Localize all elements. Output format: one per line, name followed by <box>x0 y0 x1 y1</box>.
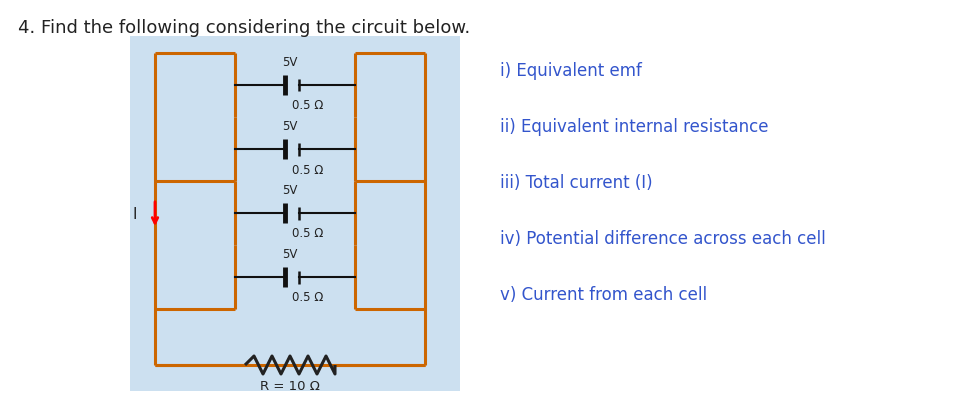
Text: iv) Potential difference across each cell: iv) Potential difference across each cel… <box>500 230 826 247</box>
Text: 0.5 Ω: 0.5 Ω <box>292 291 324 304</box>
Text: 0.5 Ω: 0.5 Ω <box>292 99 324 112</box>
Text: i) Equivalent emf: i) Equivalent emf <box>500 62 642 80</box>
Text: 0.5 Ω: 0.5 Ω <box>292 163 324 176</box>
Text: R = 10 Ω: R = 10 Ω <box>260 379 320 392</box>
Text: I: I <box>133 207 137 222</box>
Text: 4. Find the following considering the circuit below.: 4. Find the following considering the ci… <box>18 19 470 37</box>
Text: 5V: 5V <box>283 120 297 133</box>
Text: 0.5 Ω: 0.5 Ω <box>292 227 324 240</box>
Text: 5V: 5V <box>283 183 297 197</box>
Text: v) Current from each cell: v) Current from each cell <box>500 285 707 303</box>
Text: ii) Equivalent internal resistance: ii) Equivalent internal resistance <box>500 118 768 136</box>
Text: 5V: 5V <box>283 56 297 69</box>
Text: iii) Total current (I): iii) Total current (I) <box>500 173 652 192</box>
Text: 5V: 5V <box>283 247 297 260</box>
FancyBboxPatch shape <box>130 37 460 391</box>
